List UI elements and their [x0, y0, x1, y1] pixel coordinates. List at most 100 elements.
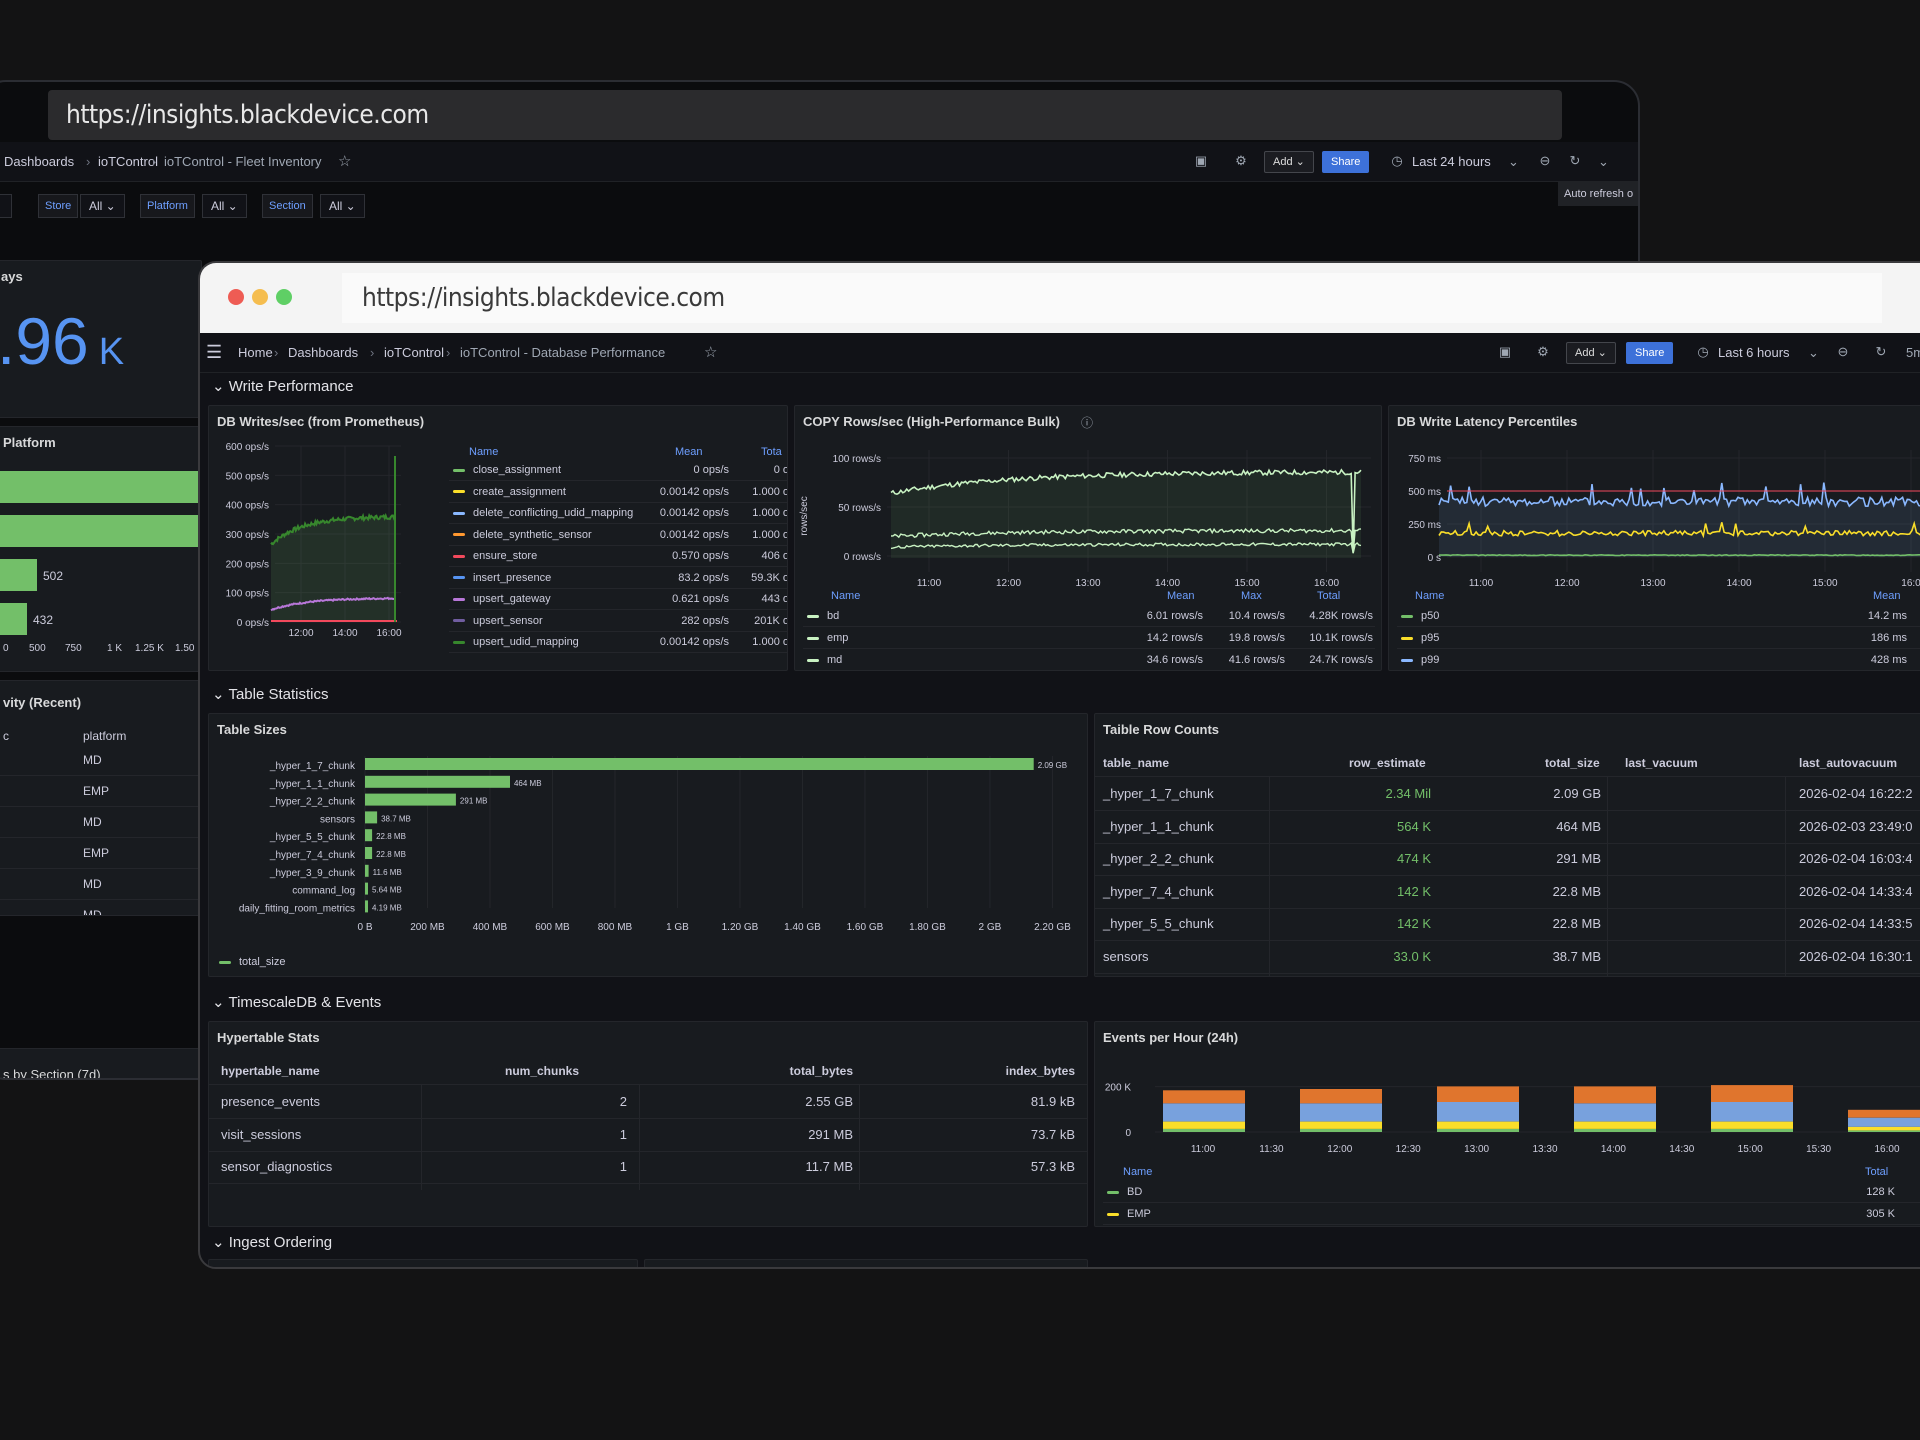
legend-header-max[interactable]: Max [1241, 590, 1262, 602]
row-table-statistics[interactable]: ⌄ Table Statistics [212, 686, 329, 703]
legend-header-mean[interactable]: Mean [675, 446, 703, 458]
legend-item[interactable]: create_assignment [453, 486, 787, 498]
stacked-bar-segment[interactable] [1848, 1117, 1920, 1127]
stacked-bar-segment[interactable] [1300, 1128, 1382, 1132]
legend-item[interactable]: p99 [1401, 654, 1601, 666]
add-button[interactable]: Add ⌄ [1566, 342, 1616, 364]
legend-item[interactable]: insert_presence [453, 572, 787, 584]
legend-header-total[interactable]: Tota [761, 446, 782, 458]
breadcrumb-iotcontrol[interactable]: ioTControl [384, 345, 444, 360]
column-header[interactable]: num_chunks [505, 1064, 580, 1078]
column-header[interactable]: total_bytes [789, 1064, 853, 1078]
legend-item[interactable]: emp [807, 632, 1007, 644]
column-header[interactable]: table_name [1103, 756, 1170, 770]
save-icon[interactable]: ▣ [1498, 344, 1512, 359]
column-header[interactable]: hypertable_name [221, 1064, 320, 1078]
address-bar[interactable]: https://insights.blackdevice.com [48, 90, 1562, 140]
legend-header-name[interactable]: Name [1123, 1166, 1153, 1178]
platform-variable-select[interactable]: All ⌄ [202, 194, 247, 218]
gear-icon[interactable]: ⚙ [1537, 344, 1549, 359]
column-header[interactable]: last_vacuum [1625, 756, 1698, 770]
refresh-interval[interactable]: 5m [1906, 345, 1920, 360]
gear-icon[interactable]: ⚙ [1235, 153, 1247, 168]
legend-item[interactable]: upsert_sensor [453, 615, 787, 627]
legend-item[interactable]: close_assignment [453, 464, 787, 476]
stacked-bar-segment[interactable] [1437, 1128, 1519, 1132]
share-button[interactable]: Share [1322, 151, 1370, 173]
legend-item[interactable]: upsert_gateway [453, 593, 787, 605]
refresh-icon[interactable]: ↻ [1875, 344, 1887, 359]
stacked-bar-segment[interactable] [1437, 1121, 1519, 1129]
legend-header-total[interactable]: Total [1865, 1166, 1889, 1178]
legend-item[interactable]: BD [1107, 1186, 1307, 1198]
column-header[interactable]: c [3, 729, 9, 743]
stacked-bar-segment[interactable] [1848, 1130, 1920, 1132]
time-range-picker[interactable]: Last 24 hours [1412, 154, 1491, 169]
stacked-bar-segment[interactable] [1711, 1121, 1793, 1129]
legend-item[interactable]: total_size [219, 956, 285, 968]
stacked-bar-segment[interactable] [1163, 1121, 1245, 1129]
breadcrumb-iotcontrol[interactable]: ioTControl [98, 154, 158, 169]
legend-item[interactable]: delete_conflicting_udid_mapping [453, 507, 787, 519]
column-header[interactable]: platform [83, 729, 127, 743]
stacked-bar-segment[interactable] [1163, 1103, 1245, 1122]
column-header[interactable]: row_estimate [1349, 756, 1426, 770]
legend-item[interactable]: EMP [1107, 1208, 1307, 1220]
column-header[interactable]: last_autovacuum [1799, 756, 1898, 770]
legend-item[interactable]: p95 [1401, 632, 1601, 644]
bar[interactable] [365, 758, 1034, 770]
maximize-window-icon[interactable] [276, 289, 292, 305]
bar[interactable] [365, 829, 373, 842]
bar[interactable] [365, 775, 510, 788]
bar[interactable] [365, 811, 378, 824]
stacked-bar-segment[interactable] [1437, 1102, 1519, 1122]
stacked-bar-segment[interactable] [1163, 1128, 1245, 1132]
legend-header-name[interactable]: Name [1415, 590, 1445, 602]
legend-item[interactable]: p50 [1401, 610, 1601, 622]
stacked-bar-segment[interactable] [1848, 1126, 1920, 1131]
stacked-bar-segment[interactable] [1574, 1086, 1656, 1104]
star-icon[interactable]: ☆ [338, 153, 352, 170]
bar[interactable] [365, 864, 369, 877]
save-icon[interactable]: ▣ [1194, 153, 1208, 168]
column-header[interactable]: index_bytes [1005, 1064, 1075, 1078]
store-variable-select[interactable]: All ⌄ [80, 194, 125, 218]
breadcrumb-dashboards[interactable]: Dashboards [288, 345, 359, 360]
stacked-bar-segment[interactable] [1300, 1121, 1382, 1129]
bar[interactable] [365, 793, 456, 806]
section-variable-select[interactable]: All ⌄ [320, 194, 365, 218]
share-button[interactable]: Share [1626, 342, 1674, 364]
legend-item[interactable]: md [807, 654, 1007, 666]
legend-item[interactable]: delete_synthetic_sensor [453, 529, 787, 541]
stacked-bar-segment[interactable] [1300, 1103, 1382, 1122]
chevron-down-icon[interactable]: ⌄ [1598, 154, 1609, 169]
menu-icon[interactable]: ☰ [206, 342, 223, 362]
legend-header-total[interactable]: Total [1317, 590, 1341, 602]
info-icon[interactable]: ⓘ [1081, 416, 1094, 430]
legend-item[interactable]: upsert_udid_mapping [453, 636, 787, 648]
stacked-bar-segment[interactable] [1711, 1128, 1793, 1132]
close-window-icon[interactable] [228, 289, 244, 305]
bar[interactable] [365, 847, 373, 859]
bar[interactable] [365, 900, 368, 913]
stacked-bar-segment[interactable] [1574, 1121, 1656, 1129]
bar[interactable] [365, 882, 368, 895]
row-ingest-ordering[interactable]: ⌄ Ingest Ordering [212, 1234, 333, 1251]
stacked-bar-segment[interactable] [1163, 1090, 1245, 1104]
stacked-bar-segment[interactable] [1437, 1086, 1519, 1102]
variable-select[interactable]: ⌄ [0, 194, 12, 218]
minimize-window-icon[interactable] [252, 289, 268, 305]
chevron-down-icon[interactable]: ⌄ [1508, 154, 1519, 169]
row-timescaledb-events[interactable]: ⌄ TimescaleDB & Events [212, 994, 382, 1011]
legend-header-name[interactable]: Name [831, 590, 861, 602]
stacked-bar-segment[interactable] [1574, 1128, 1656, 1132]
star-icon[interactable]: ☆ [704, 344, 718, 361]
zoom-out-icon[interactable]: ⊖ [1539, 153, 1551, 168]
breadcrumb-dashboards[interactable]: Dashboards [4, 154, 75, 169]
legend-header-mean[interactable]: Mean [1873, 590, 1901, 602]
column-header[interactable]: total_size [1545, 756, 1600, 770]
address-bar[interactable]: https://insights.blackdevice.com [342, 273, 1882, 323]
stacked-bar-segment[interactable] [1711, 1102, 1793, 1122]
stacked-bar-segment[interactable] [1711, 1085, 1793, 1102]
zoom-out-icon[interactable]: ⊖ [1837, 344, 1849, 359]
